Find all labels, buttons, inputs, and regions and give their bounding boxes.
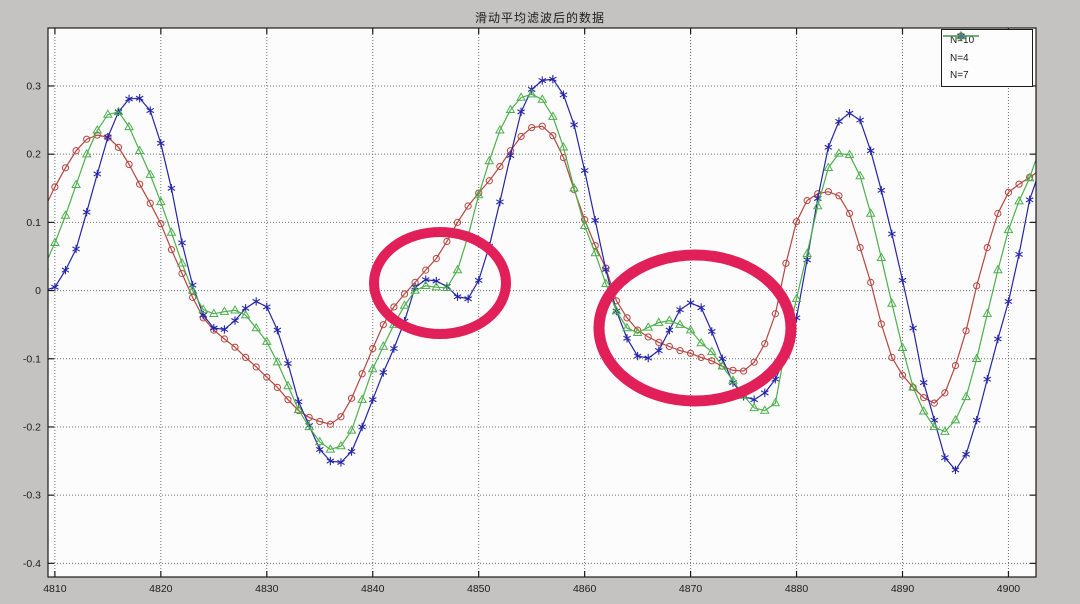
y-tick-label: 0.1 (26, 217, 41, 229)
x-tick-label: 4820 (149, 583, 173, 595)
x-tick-label: 4900 (997, 583, 1021, 595)
chart-title: 滑动平均滤波后的数据 (474, 11, 605, 25)
x-tick-label: 4850 (467, 583, 491, 595)
x-tick-label: 4830 (255, 583, 279, 595)
x-tick-label: 4860 (573, 583, 597, 595)
highlight-ellipse-2 (593, 249, 797, 407)
y-tick-labels: -0.4 -0.3 -0.2 -0.1 0 0.1 0.2 0.3 (23, 80, 41, 569)
x-tick-label: 4870 (679, 583, 703, 595)
legend-item-n7: N=7 (943, 30, 1028, 84)
legend-label: N=10 (950, 35, 975, 46)
x-tick-label: 4880 (785, 583, 809, 595)
series-n=4 (48, 74, 1036, 475)
legend: N=10 N=4 N=7 (941, 29, 1033, 87)
y-tick-label: -0.1 (23, 353, 41, 365)
series-n=7 (48, 88, 1036, 453)
axes-box (47, 27, 1037, 578)
y-tick-label: 0 (35, 285, 41, 297)
legend-item-n4: N=4 (943, 31, 1028, 66)
legend-label: N=4 (950, 52, 969, 64)
y-tick-label: 0.3 (26, 80, 41, 92)
y-tick-label: -0.3 (23, 490, 41, 502)
plot-area (48, 28, 1036, 577)
x-tick-label: 4890 (891, 583, 915, 595)
highlight-ellipse-1 (369, 227, 511, 339)
legend-sample-triangle-icon (943, 30, 979, 40)
x-tick-label: 4840 (361, 583, 385, 595)
y-tick-label: -0.2 (23, 421, 41, 433)
x-tick-label: 4810 (43, 583, 67, 595)
x-tick-labels: 4810 4820 4830 4840 4850 4860 4870 4880 4890 4900 (43, 583, 1020, 595)
y-tick-label: 0.2 (26, 149, 41, 161)
y-tick-label: -0.4 (23, 558, 41, 570)
legend-label: N=7 (950, 70, 969, 81)
